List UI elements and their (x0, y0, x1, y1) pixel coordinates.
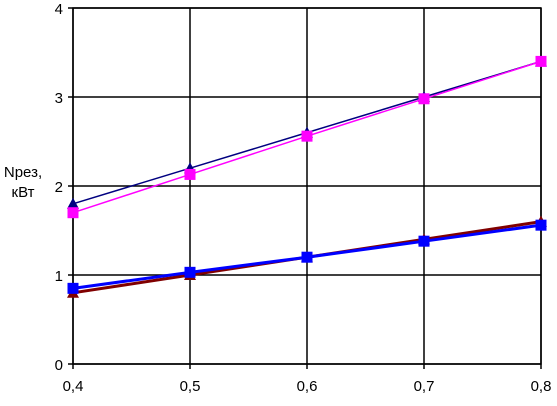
x-tick-label: 0,4 (63, 378, 84, 395)
marker (184, 266, 196, 278)
x-tick-label: 0,6 (297, 378, 318, 395)
x-tick-label: 0,7 (414, 378, 435, 395)
y-tick-label: 4 (55, 1, 63, 18)
marker (301, 130, 313, 142)
y-tick-label: 3 (55, 90, 63, 107)
marker (184, 168, 196, 180)
y-tick-label: 0 (55, 357, 63, 374)
x-tick-label: 0,8 (531, 378, 552, 395)
marker (67, 282, 79, 294)
marker (67, 197, 79, 209)
marker (535, 219, 547, 231)
marker (67, 207, 79, 219)
y-tick-label: 1 (55, 268, 63, 285)
y-tick-label: 2 (55, 179, 63, 196)
marker (301, 251, 313, 263)
marker (418, 93, 430, 105)
x-tick-label: 0,5 (180, 378, 201, 395)
y-axis-label: кВт (12, 184, 35, 201)
marker (535, 55, 547, 67)
marker (418, 235, 430, 247)
y-axis-label: Nрез, (4, 164, 42, 181)
